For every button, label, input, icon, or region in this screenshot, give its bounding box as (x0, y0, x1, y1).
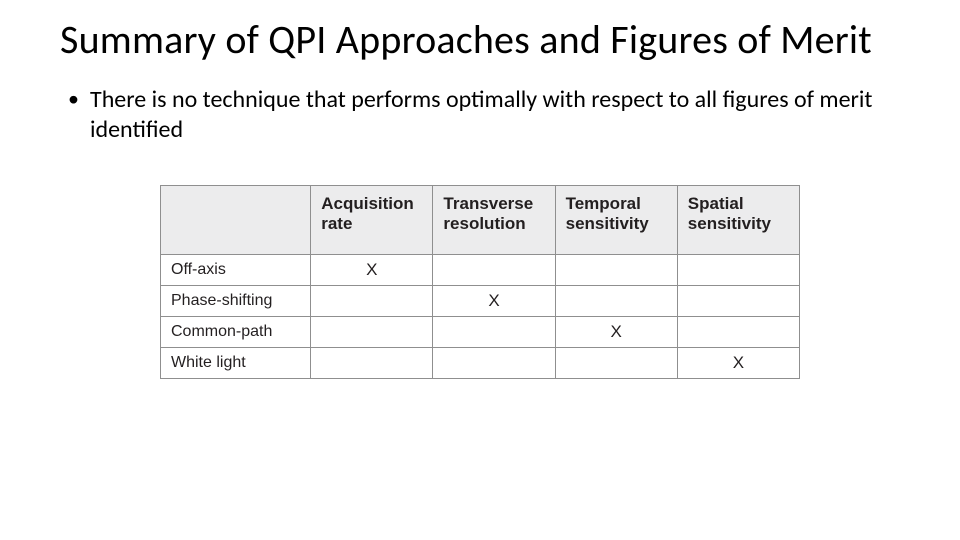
table-header-col-0: Acquisition rate (311, 185, 433, 254)
row-label: Phase-shifting (161, 285, 311, 316)
table-row: White light X (161, 347, 800, 378)
table-row: Common-path X (161, 316, 800, 347)
row-label: White light (161, 347, 311, 378)
cell (311, 347, 433, 378)
cell (677, 316, 799, 347)
cell (433, 254, 555, 285)
cell (555, 285, 677, 316)
bullet-item: There is no technique that performs opti… (86, 85, 900, 145)
table-header-row: Acquisition rate Transverse resolution T… (161, 185, 800, 254)
cell (555, 254, 677, 285)
cell: X (555, 316, 677, 347)
cell (311, 316, 433, 347)
table-body: Off-axis X Phase-shifting X Common-path (161, 254, 800, 378)
table-header-col-3: Spatial sensitivity (677, 185, 799, 254)
table-row: Phase-shifting X (161, 285, 800, 316)
bullet-list: There is no technique that performs opti… (60, 85, 900, 145)
table-row: Off-axis X (161, 254, 800, 285)
cell (433, 347, 555, 378)
cell: X (677, 347, 799, 378)
cell: X (433, 285, 555, 316)
table-header-col-2: Temporal sensitivity (555, 185, 677, 254)
cell (433, 316, 555, 347)
slide: Summary of QPI Approaches and Figures of… (0, 0, 960, 540)
row-label: Off-axis (161, 254, 311, 285)
cell (555, 347, 677, 378)
row-label: Common-path (161, 316, 311, 347)
cell (677, 254, 799, 285)
cell (311, 285, 433, 316)
cell: X (311, 254, 433, 285)
fom-table-wrap: Acquisition rate Transverse resolution T… (160, 185, 800, 379)
cell (677, 285, 799, 316)
fom-table: Acquisition rate Transverse resolution T… (160, 185, 800, 379)
slide-title: Summary of QPI Approaches and Figures of… (60, 18, 900, 63)
table-header-col-1: Transverse resolution (433, 185, 555, 254)
table-header-blank (161, 185, 311, 254)
